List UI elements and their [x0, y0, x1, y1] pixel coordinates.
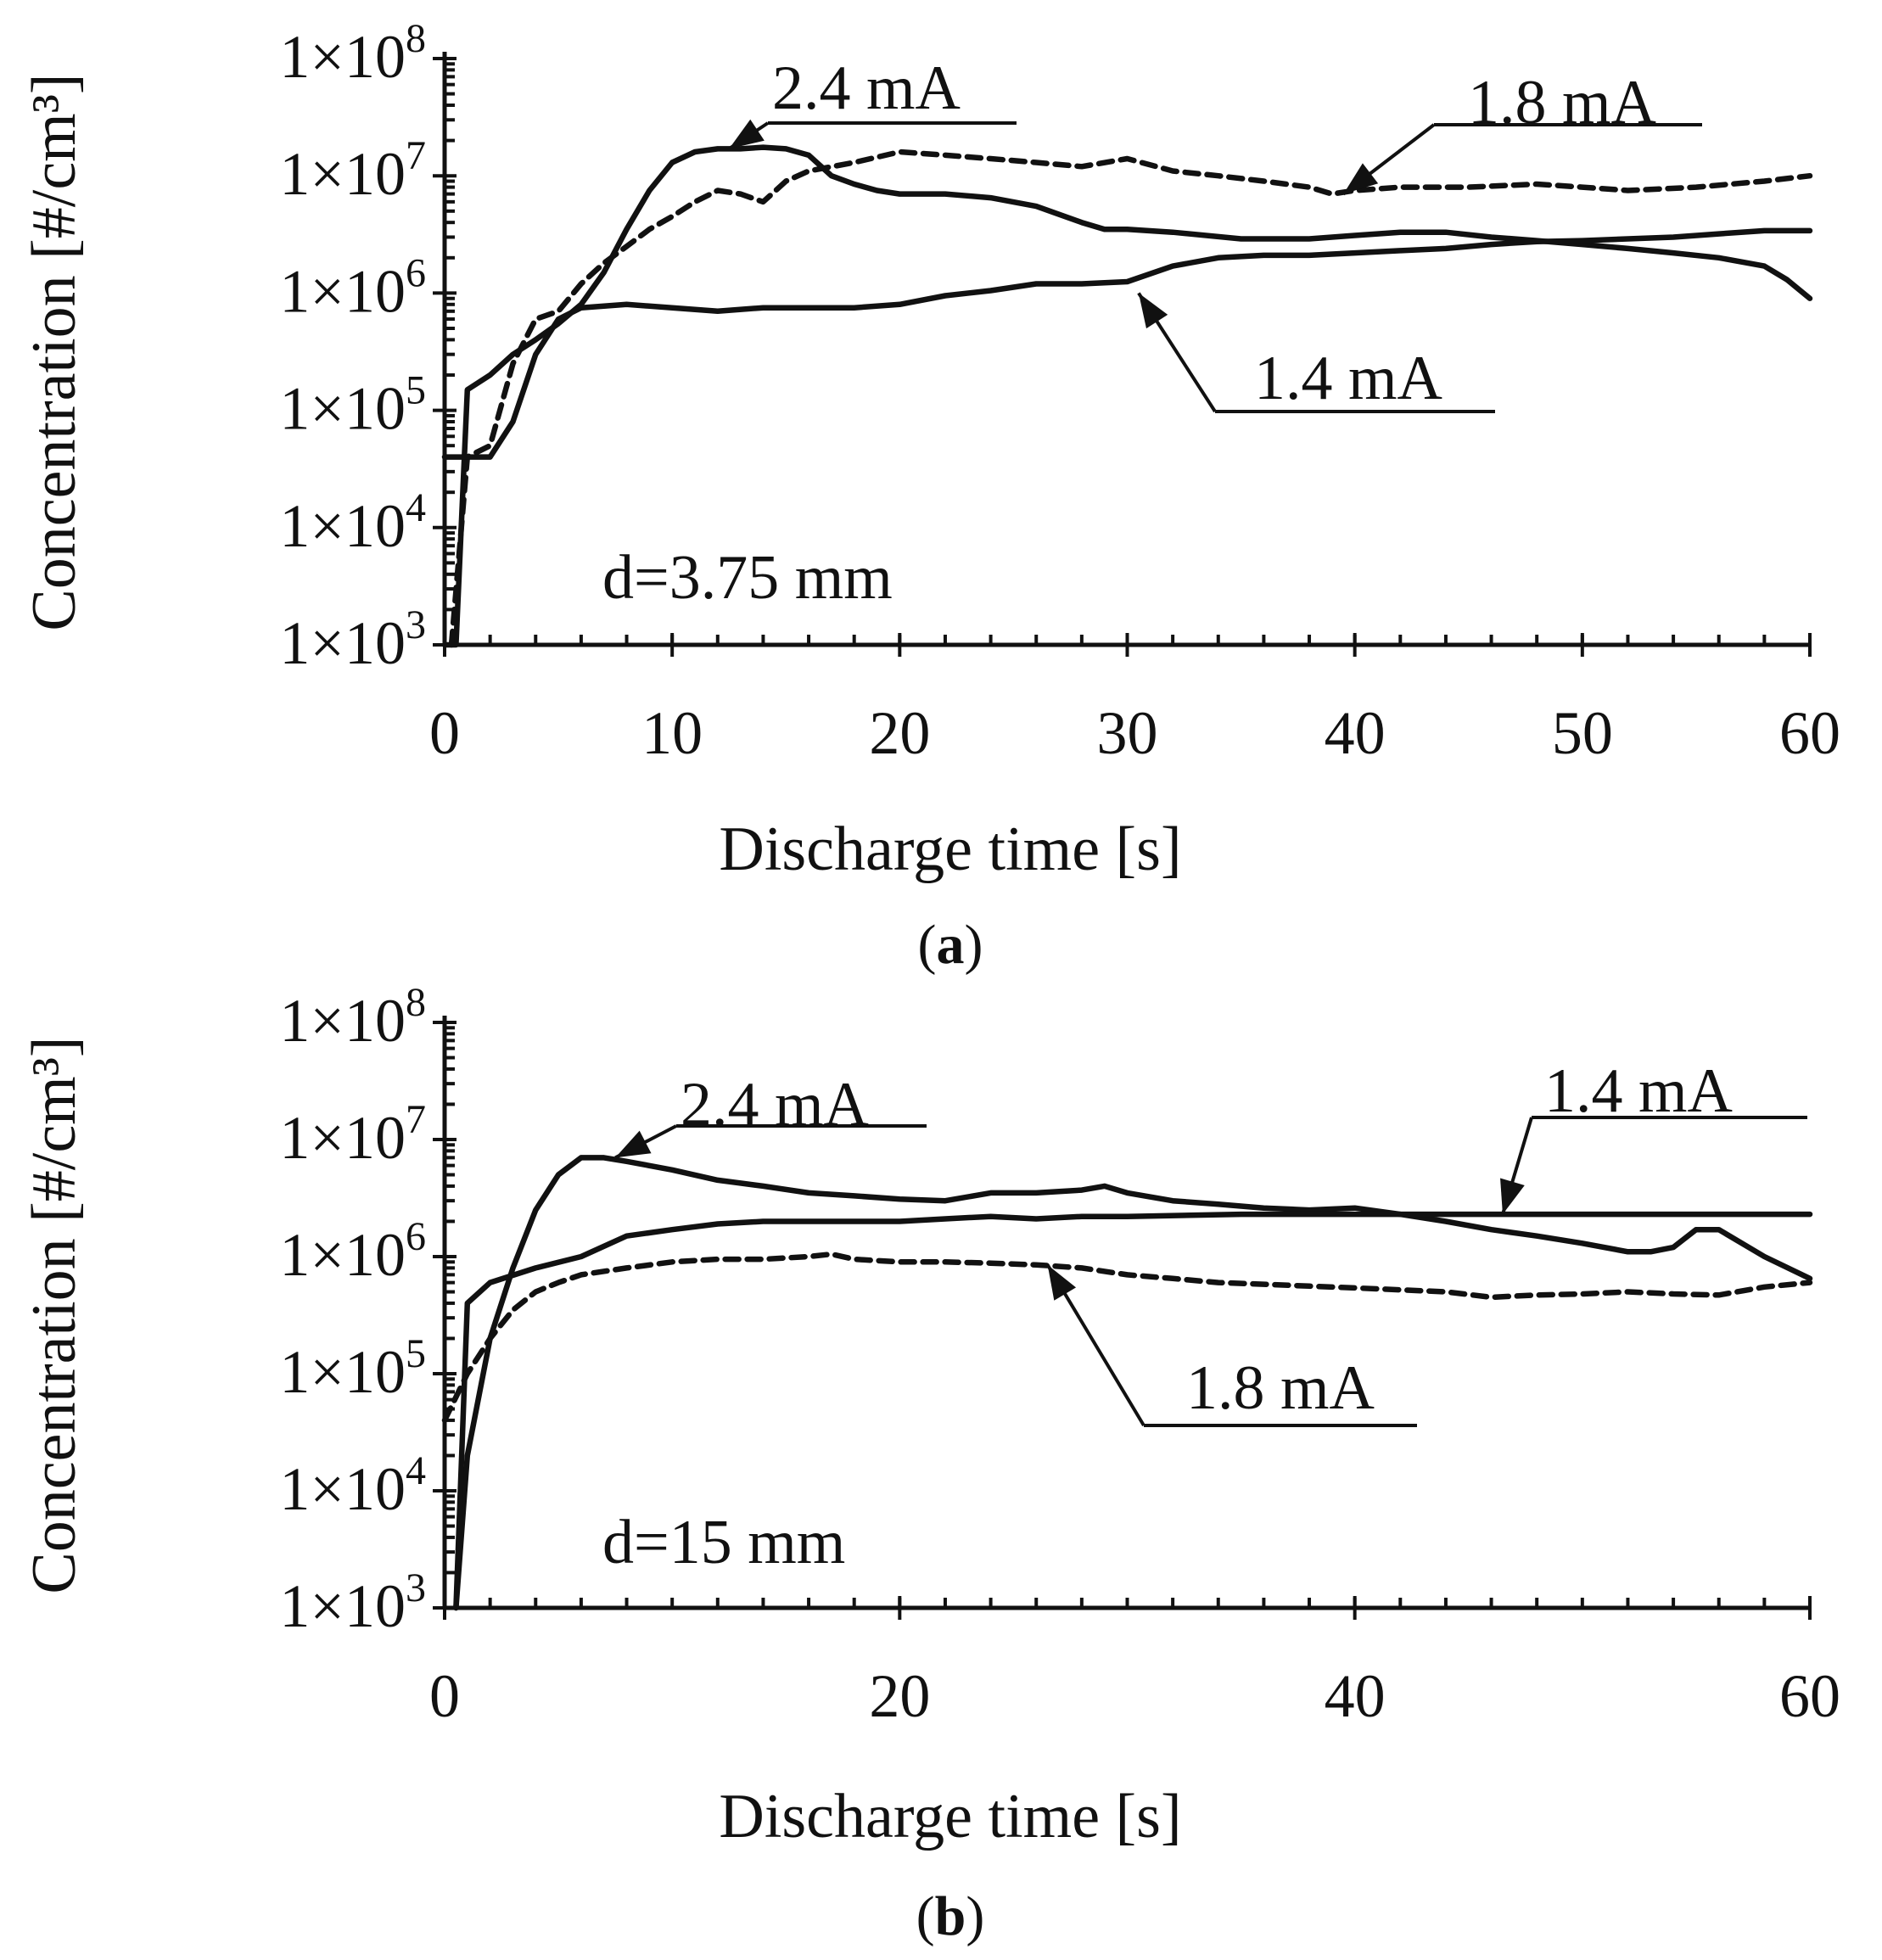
x-tick-label: 10: [641, 699, 703, 767]
x-axis-title: Discharge time [s]: [719, 1782, 1181, 1851]
y-tick-label: 1×108: [279, 16, 426, 91]
x-tick-label: 60: [1779, 699, 1840, 767]
y-tick-label: 1×107: [279, 1097, 426, 1172]
callout-1-8-ma-arrowhead: [1047, 1264, 1077, 1301]
y-tick-label: 1×106: [279, 1214, 426, 1289]
panel-caption: (a): [918, 914, 983, 976]
callout-2-4-ma-arrowhead: [729, 119, 765, 149]
callout-2-4-ma-label: 2.4 mA: [772, 53, 961, 123]
callout-1-8-ma-arrowhead: [1343, 163, 1379, 194]
x-tick-label: 20: [869, 699, 930, 767]
y-tick-label: 1×106: [279, 250, 426, 325]
y-axis-title: Concentration [#/cm³]: [20, 73, 89, 630]
y-tick-label: 1×105: [279, 368, 426, 443]
x-tick-label: 0: [429, 699, 460, 767]
callout-2-4-ma-arrowhead: [615, 1130, 652, 1158]
gap-distance-annotation: d=15 mm: [602, 1508, 845, 1577]
callout-1-8-ma-label: 1.8 mA: [1468, 68, 1656, 137]
x-tick-label: 0: [429, 1662, 460, 1730]
callout-1-4-ma-arrowhead: [1138, 293, 1168, 329]
gap-distance-annotation: d=3.75 mm: [602, 543, 893, 613]
x-tick-label: 50: [1552, 699, 1613, 767]
series-line-2-4-ma: [453, 1155, 1813, 1611]
y-tick-label: 1×107: [279, 133, 426, 208]
series-line-1-4-ma: [453, 1211, 1813, 1611]
x-tick-label: 20: [869, 1662, 930, 1730]
panel-caption: (b): [916, 1885, 985, 1947]
callout-1-4-ma-arrowhead: [1500, 1178, 1525, 1215]
y-tick-label: 1×104: [279, 1448, 426, 1523]
y-tick-label: 1×105: [279, 1331, 426, 1406]
y-tick-label: 1×103: [279, 1565, 426, 1640]
callout-1-8-ma-label: 1.8 mA: [1186, 1353, 1375, 1423]
x-tick-label: 60: [1779, 1662, 1840, 1730]
callout-1-4-ma-label: 1.4 mA: [1254, 344, 1442, 413]
y-tick-label: 1×108: [279, 980, 426, 1055]
series-line-1-4-ma: [441, 227, 1813, 460]
callout-1-4-ma-label: 1.4 mA: [1544, 1056, 1733, 1126]
y-tick-label: 1×103: [279, 602, 426, 677]
y-axis-title: Concentration [#/cm³]: [20, 1036, 89, 1593]
x-tick-label: 40: [1325, 699, 1386, 767]
series-line-1-8-ma: [448, 148, 1813, 648]
x-axis-title: Discharge time [s]: [719, 815, 1181, 884]
callout-2-4-ma-label: 2.4 mA: [681, 1070, 869, 1140]
y-tick-label: 1×104: [279, 485, 426, 560]
x-tick-label: 40: [1325, 1662, 1386, 1730]
x-tick-label: 30: [1097, 699, 1158, 767]
series-line-1-8-ma: [441, 1251, 1813, 1424]
